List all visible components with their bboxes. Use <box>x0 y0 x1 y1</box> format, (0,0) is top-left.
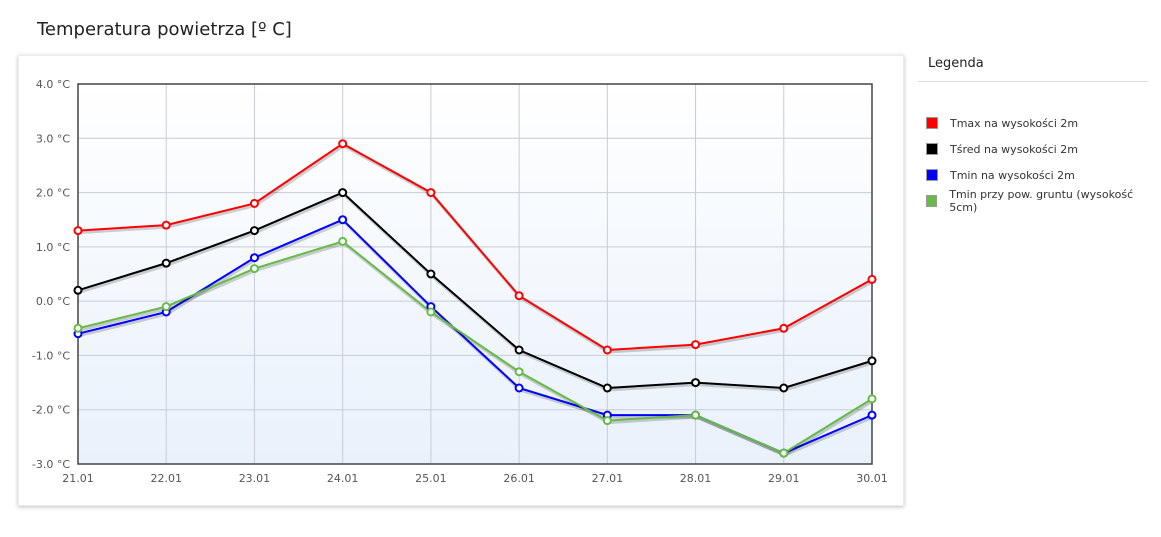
data-point[interactable] <box>867 356 877 366</box>
legend-swatch <box>926 195 938 207</box>
x-tick-label: 27.01 <box>592 472 624 485</box>
data-point[interactable] <box>73 226 83 236</box>
series-line-3 <box>77 240 873 455</box>
data-point[interactable] <box>338 139 348 149</box>
axes: 4.0 °C 3.0 °C 2.0 °C 1.0 °C 0.0 °C -1.0 °C -2.… <box>32 78 888 485</box>
legend-entry[interactable]: Tmin na wysokości 2m <box>926 162 1148 188</box>
y-tick-label: 4.0 °C <box>36 78 70 91</box>
legend: Legenda Tmax na wysokości 2m Tśred na wys… <box>918 50 1148 214</box>
data-point[interactable] <box>249 226 259 236</box>
x-tick-label: 26.01 <box>503 472 535 485</box>
x-tick-label: 23.01 <box>239 472 271 485</box>
data-point[interactable] <box>338 188 348 198</box>
data-point[interactable] <box>249 264 259 274</box>
legend-label: Tmin przy pow. gruntu (wysokość 5cm) <box>949 188 1134 214</box>
data-point[interactable] <box>779 323 789 333</box>
data-point[interactable] <box>249 253 259 263</box>
data-point[interactable] <box>338 215 348 225</box>
legend-label: Tmin na wysokości 2m <box>950 168 1075 182</box>
y-tick-label: -1.0 °C <box>32 349 70 362</box>
x-tick-label: 28.01 <box>680 472 712 485</box>
series-line-0 <box>77 142 873 352</box>
data-point[interactable] <box>514 291 524 301</box>
x-tick-label: 21.01 <box>62 472 94 485</box>
y-tick-label: -3.0 °C <box>32 458 70 471</box>
data-point[interactable] <box>602 383 612 393</box>
data-point[interactable] <box>426 269 436 279</box>
data-point[interactable] <box>73 323 83 333</box>
y-tick-label: -2.0 °C <box>32 404 70 417</box>
x-tick-label: 29.01 <box>768 472 800 485</box>
points-group <box>73 139 877 458</box>
data-point[interactable] <box>426 188 436 198</box>
plot-area <box>78 84 872 464</box>
data-point[interactable] <box>867 394 877 404</box>
legend-entry[interactable]: Tmax na wysokości 2m <box>926 110 1148 136</box>
series-line-1 <box>77 191 873 390</box>
series-shadow <box>78 241 874 457</box>
x-tick-label: 24.01 <box>327 472 359 485</box>
legend-entry[interactable]: Tmin przy pow. gruntu (wysokość 5cm) <box>926 188 1148 214</box>
data-point[interactable] <box>161 220 171 230</box>
data-point[interactable] <box>514 383 524 393</box>
legend-swatch <box>926 117 938 129</box>
y-tick-label: 3.0 °C <box>36 132 70 145</box>
legend-label: Tmax na wysokości 2m <box>950 116 1079 130</box>
data-point[interactable] <box>691 378 701 388</box>
data-point[interactable] <box>426 307 436 317</box>
data-point[interactable] <box>514 345 524 355</box>
data-point[interactable] <box>338 236 348 246</box>
data-point[interactable] <box>779 383 789 393</box>
x-tick-label: 22.01 <box>150 472 182 485</box>
legend-label: Tśred na wysokości 2m <box>950 142 1078 156</box>
legend-items: Tmax na wysokości 2m Tśred na wysokości 2… <box>918 110 1148 214</box>
data-point[interactable] <box>691 340 701 350</box>
legend-entry[interactable]: Tśred na wysokości 2m <box>926 136 1148 162</box>
plot-border <box>77 83 873 465</box>
x-tick-label: 25.01 <box>415 472 447 485</box>
y-tick-label: 2.0 °C <box>36 187 70 200</box>
data-point[interactable] <box>867 410 877 420</box>
legend-title: Legenda <box>918 50 1148 82</box>
data-point[interactable] <box>602 345 612 355</box>
x-tick-label: 30.01 <box>856 472 888 485</box>
data-point[interactable] <box>867 274 877 284</box>
series-group <box>77 142 874 457</box>
data-point[interactable] <box>514 367 524 377</box>
data-point[interactable] <box>779 448 789 458</box>
y-tick-label: 1.0 °C <box>36 241 70 254</box>
legend-swatch <box>926 169 938 181</box>
data-point[interactable] <box>249 198 259 208</box>
data-point[interactable] <box>73 285 83 295</box>
chart-title: Temperatura powietrza [º C] <box>37 19 292 40</box>
data-point[interactable] <box>691 410 701 420</box>
data-point[interactable] <box>161 302 171 312</box>
y-tick-label: 0.0 °C <box>36 295 70 308</box>
data-point[interactable] <box>161 258 171 268</box>
data-point[interactable] <box>602 416 612 426</box>
legend-swatch <box>926 143 938 155</box>
